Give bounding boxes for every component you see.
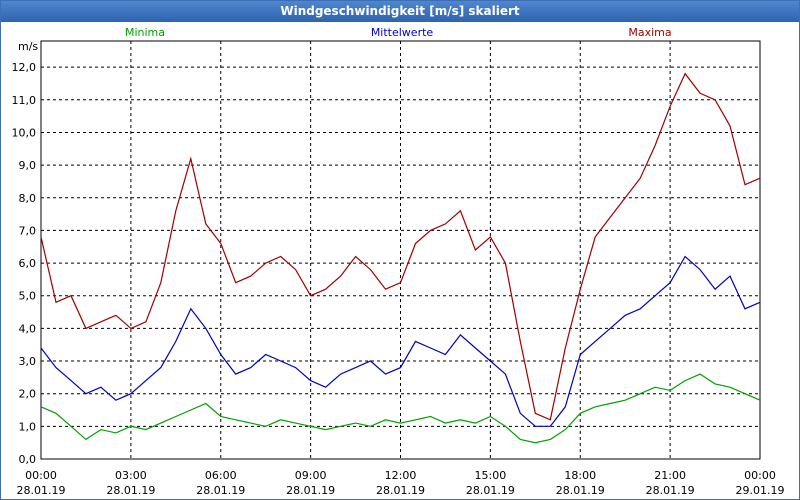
x-tick-date: 29.01.19 — [736, 484, 785, 497]
x-tick-time: 15:00 — [475, 469, 507, 482]
x-tick-time: 18:00 — [564, 469, 596, 482]
series-line — [40, 373, 761, 444]
y-tick-label: 5,0 — [19, 290, 37, 303]
x-tick-date: 28.01.19 — [556, 484, 605, 497]
y-tick-label: 4,0 — [19, 322, 37, 335]
series-line — [40, 72, 761, 421]
y-tick-label: 1,0 — [19, 420, 37, 433]
x-tick-date: 28.01.19 — [466, 484, 515, 497]
y-tick-label: 8,0 — [19, 192, 37, 205]
window-title: Windgeschwindigkeit [m/s] skaliert — [1, 1, 799, 22]
x-tick-date: 28.01.19 — [286, 484, 335, 497]
legend-entry: Mittelwerte — [371, 26, 434, 39]
x-tick-date: 28.01.19 — [376, 484, 425, 497]
series-line — [40, 255, 761, 427]
x-tick-date: 28.01.19 — [196, 484, 245, 497]
legend: Minima Mittelwerte Maxima — [125, 26, 672, 39]
x-tick-date: 28.01.19 — [17, 484, 66, 497]
y-tick-label: 0,0 — [19, 453, 37, 466]
y-tick-label: 10,0 — [12, 126, 37, 139]
y-tick-label: 3,0 — [19, 355, 37, 368]
y-tick-label: 9,0 — [19, 159, 37, 172]
x-tick-time: 12:00 — [385, 469, 417, 482]
y-tick-label: 11,0 — [12, 94, 37, 107]
x-tick-time: 03:00 — [115, 469, 147, 482]
y-axis-ticks: 0,0 1,0 2,0 3,0 4,0 5,0 6,0 7,0 8,0 9,0 10,0 11,0 12… — [12, 61, 37, 466]
x-tick-time: 09:00 — [295, 469, 327, 482]
x-tick-date: 28.01.19 — [106, 484, 155, 497]
series-lines — [40, 72, 761, 444]
y-tick-label: 12,0 — [12, 61, 37, 74]
x-tick-time: 00:00 — [744, 469, 776, 482]
x-tick-date: 28.01.19 — [646, 484, 695, 497]
legend-entry: Maxima — [628, 26, 671, 39]
x-tick-time: 06:00 — [205, 469, 237, 482]
y-axis-label: m/s — [18, 40, 38, 53]
x-tick-time: 21:00 — [654, 469, 686, 482]
grid-lines — [41, 41, 760, 459]
y-tick-label: 2,0 — [19, 388, 37, 401]
y-tick-label: 6,0 — [19, 257, 37, 270]
legend-entry: Minima — [125, 26, 165, 39]
y-tick-label: 7,0 — [19, 224, 37, 237]
x-axis-ticks: 00:00 28.01.19 03:00 28.01.19 06:00 28.01.19 0… — [17, 469, 785, 497]
x-tick-time: 00:00 — [25, 469, 57, 482]
